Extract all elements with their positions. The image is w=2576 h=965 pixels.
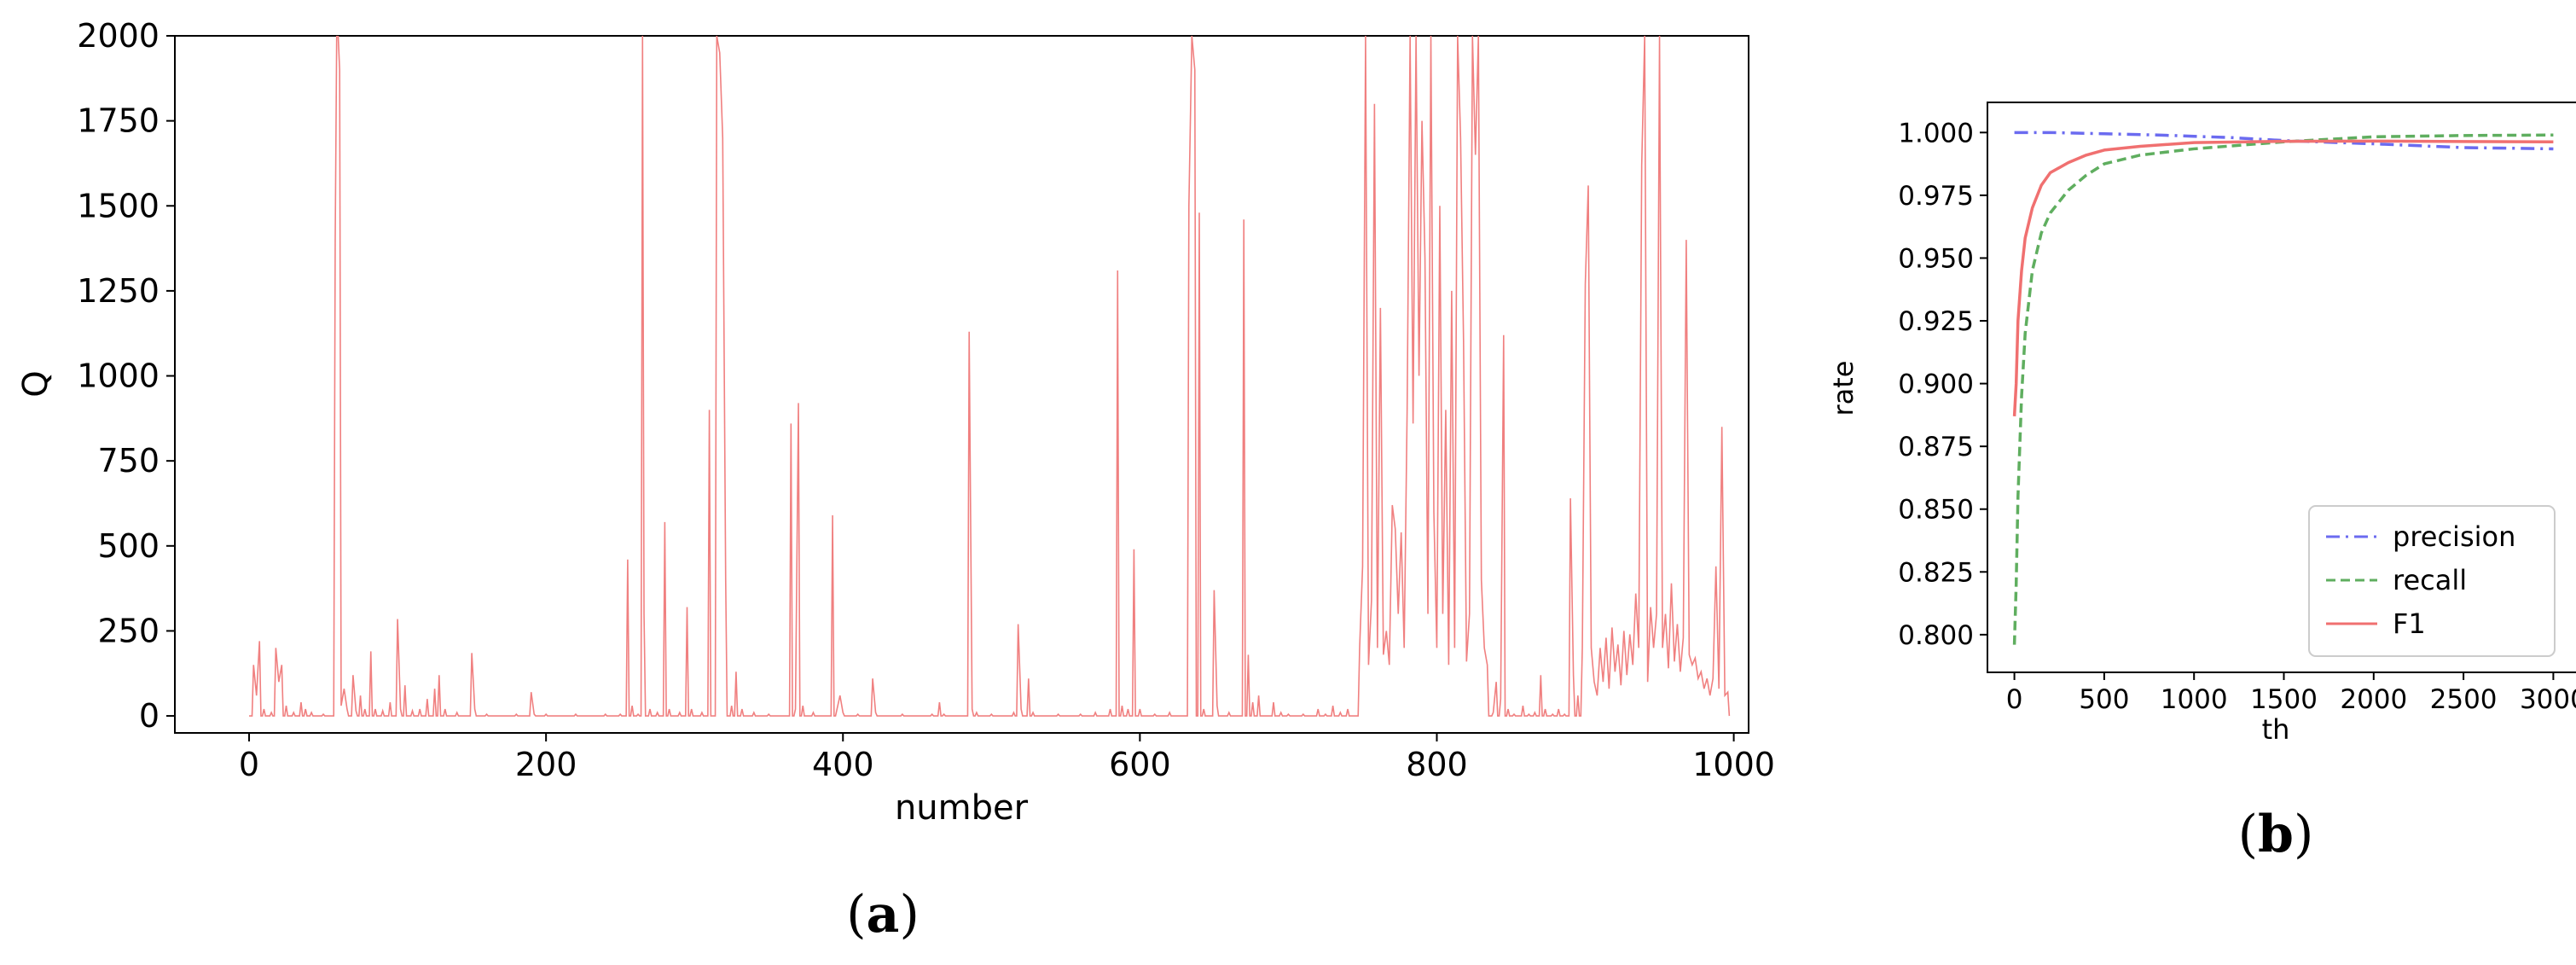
panel-b-series-f1-line <box>2012 139 2554 416</box>
panel-b-caption-label: (b) <box>2238 805 2314 864</box>
panel-b-series-recall-line <box>2012 133 2554 645</box>
panel-a-chart: 0 200 400 600 800 1000 0 250 500 750 1000 1250 1500… <box>16 17 1775 945</box>
panel-a-x-axis-label: number <box>895 788 1029 828</box>
panel-a-y-tick-label: 750 <box>97 442 160 480</box>
panel-b-y-tick-label: 0.925 <box>1898 306 1974 337</box>
panel-a-y-tick-label: 1250 <box>77 272 160 310</box>
panel-b-x-tick-label: 1500 <box>2250 684 2318 715</box>
panel-b-x-tick-label: 0 <box>2006 684 2023 715</box>
panel-a-y-tick-label: 250 <box>97 612 160 649</box>
panel-a-y-tick-label: 1500 <box>77 187 160 224</box>
panel-b-y-tick-label: 1.000 <box>1898 118 1974 148</box>
panel-b-x-tick-label: 1000 <box>2161 684 2228 715</box>
panel-b-y-tick-label: 0.875 <box>1898 432 1974 462</box>
panel-a-y-tick-label: 500 <box>97 527 160 565</box>
panel-a-caption-label: (a) <box>846 885 920 945</box>
panel-b-y-tick-label: 0.800 <box>1898 620 1974 651</box>
legend-label-f1: F1 <box>2393 607 2426 640</box>
panel-b-y-axis-label: rate <box>1827 361 1859 416</box>
panel-b-y-tick-label: 0.975 <box>1898 181 1974 212</box>
panel-b-x-tick-label: 2500 <box>2430 684 2498 715</box>
panel-a-y-tick-label: 1750 <box>77 102 160 140</box>
panel-a-y-axis-label: Q <box>16 370 55 397</box>
panel-b-legend: precision recall F1 <box>2308 505 2556 657</box>
panel-a-x-tick-label: 400 <box>812 746 874 783</box>
legend-label-precision: precision <box>2393 520 2515 553</box>
panel-b-y-tick-label: 0.950 <box>1898 243 1974 274</box>
panel-a-x-tick-label: 600 <box>1109 746 1171 783</box>
panel-b-y-tick-label: 0.825 <box>1898 557 1974 588</box>
panel-a-plot-area <box>174 35 1749 734</box>
panel-a-y-tick-label: 2000 <box>77 17 160 55</box>
panel-a-x-tick-label: 1000 <box>1692 746 1775 783</box>
panel-b-caption-letter: b <box>2258 805 2294 864</box>
panel-a-y-tick-label: 0 <box>139 697 160 735</box>
panel-a-x-tick-label: 200 <box>515 746 577 783</box>
legend-label-recall: recall <box>2393 564 2467 596</box>
panel-a-y-tick-label: 1000 <box>77 358 160 395</box>
panel-a-caption-letter: a <box>867 885 900 945</box>
panel-b-x-tick-label: 2000 <box>2340 684 2407 715</box>
panel-b-y-tick-label: 0.850 <box>1898 495 1974 526</box>
panel-b-y-tick-label: 0.900 <box>1898 369 1974 400</box>
panel-b-x-axis-label: th <box>2262 713 2290 746</box>
legend-frame <box>2308 505 2556 657</box>
panel-a-x-tick-label: 800 <box>1406 746 1468 783</box>
panel-a-q-series-line <box>249 36 1731 717</box>
panel-a-x-tick-label: 0 <box>239 746 259 783</box>
panel-b-x-tick-label: 500 <box>2079 684 2129 715</box>
